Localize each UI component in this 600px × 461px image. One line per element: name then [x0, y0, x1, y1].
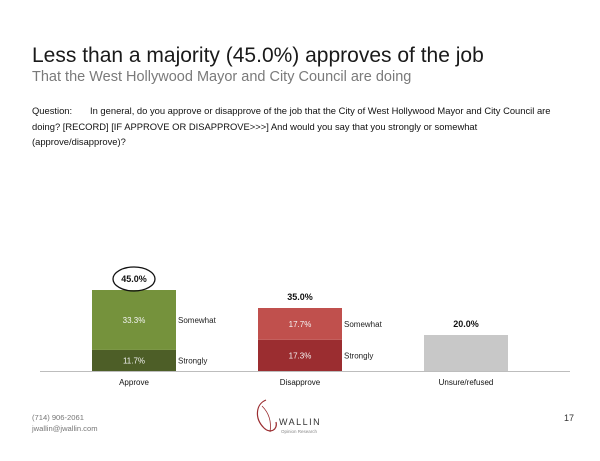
- question-body: In general, do you approve or disapprove…: [32, 105, 551, 147]
- page-subtitle: That the West Hollywood Mayor and City C…: [32, 69, 412, 85]
- contact-email: jwallin@jwallin.com: [32, 423, 98, 433]
- bar-segment-approve-strongly: [92, 349, 176, 371]
- logo-tagline: Opinion Research: [281, 429, 318, 434]
- segment-series-label: Somewhat: [178, 316, 217, 325]
- question-text: Question: In general, do you approve or d…: [32, 103, 572, 150]
- segment-data-label: 11.7%: [123, 356, 145, 365]
- question-label: Question:: [32, 105, 73, 116]
- category-tick-label: Approve: [119, 378, 149, 387]
- logo-name: WALLIN: [279, 417, 322, 427]
- contact-phone: (714) 906-2061: [32, 413, 84, 422]
- wallin-logo-icon: [256, 399, 277, 433]
- segment-data-label: 17.3%: [289, 351, 312, 360]
- bar-total-label: 20.0%: [453, 319, 479, 329]
- contact-info: (714) 906-2061 jwallin@jwallin.com: [32, 413, 98, 434]
- bar-total-label: 35.0%: [287, 292, 313, 302]
- bar-segment-disapprove-somewhat: [258, 308, 342, 340]
- highlight-circle: [112, 266, 156, 292]
- segment-data-label: 17.7%: [289, 320, 312, 329]
- bar-unsure: [424, 335, 508, 371]
- category-tick-label: Unsure/refused: [439, 378, 494, 387]
- stacked-bar-chart: 11.7% Strongly 33.3% Somewhat 45.0% Approve 17…: [40, 266, 570, 387]
- bar-total-label: 45.0%: [121, 274, 147, 284]
- segment-series-label: Strongly: [178, 356, 207, 365]
- page-title: Less than a majority (45.0%) approves of…: [32, 44, 484, 67]
- segment-series-label: Strongly: [344, 351, 373, 360]
- category-tick-label: Disapprove: [280, 378, 321, 387]
- bar-segment-approve-somewhat: [92, 290, 176, 350]
- page-number: 17: [564, 413, 575, 423]
- bar-segment-disapprove-strongly: [258, 339, 342, 371]
- segment-series-label: Somewhat: [344, 320, 383, 329]
- segment-data-label: 33.3%: [123, 316, 146, 325]
